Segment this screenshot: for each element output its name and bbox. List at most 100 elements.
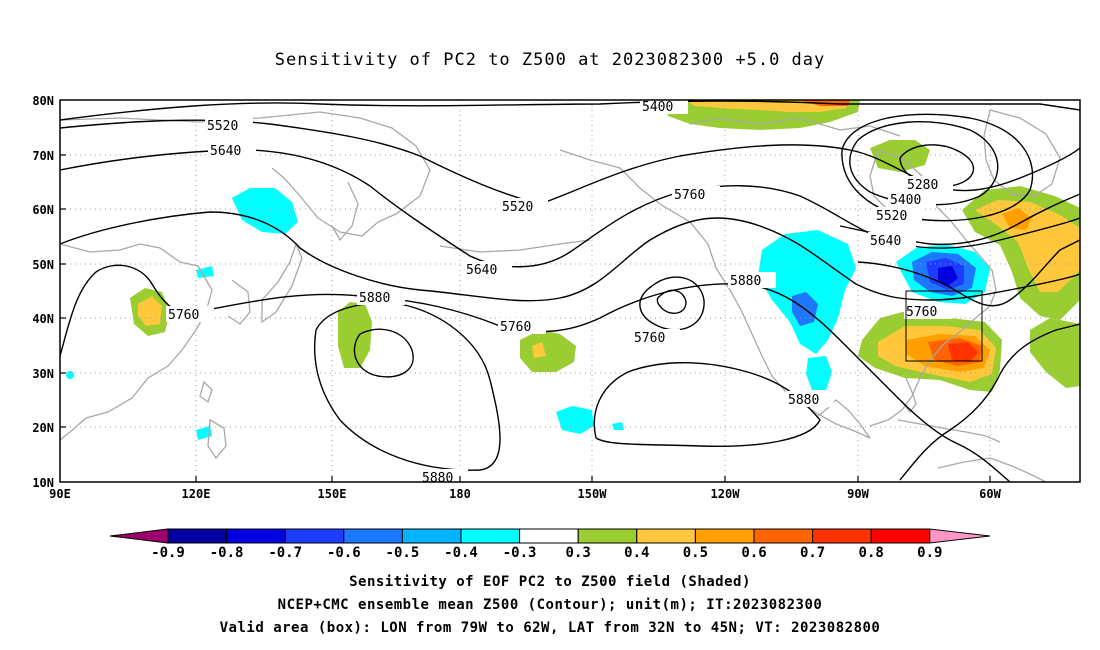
coast-aleutian — [439, 239, 591, 253]
lat-label: 60N — [32, 203, 54, 217]
shade-dot-sw — [66, 371, 74, 379]
contour-label-group: 5400 5520 5640 5520 5760 5280 5400 5520 … — [166, 98, 953, 486]
coast-caribbean — [897, 419, 1001, 443]
lon-label: 120W — [711, 487, 741, 501]
contour-5640-atl — [857, 239, 1080, 307]
lat-label: 50N — [32, 258, 54, 272]
contour-5520-w — [60, 119, 1080, 205]
shade-np2-y — [532, 342, 546, 358]
colorbar-segment — [167, 528, 228, 544]
contour-5640-w — [60, 149, 1080, 268]
lon-label: 90E — [49, 487, 71, 501]
lat-axis: 80N 70N 60N 50N 40N 30N 20N 10N — [32, 94, 54, 490]
colorbar-label: 0.9 — [917, 545, 942, 561]
lat-label: 80N — [32, 94, 54, 108]
lon-label: 180 — [449, 487, 471, 501]
colorbar-segment — [401, 528, 462, 544]
colorbar-segment — [519, 528, 579, 544]
coast-philippines — [207, 418, 227, 460]
contour-label: 5640 — [870, 234, 901, 249]
lon-label: 120E — [182, 487, 211, 501]
shade-atl-red — [948, 342, 978, 362]
colorbar-segment — [226, 528, 286, 544]
contour-label: 5880 — [788, 393, 819, 408]
contour-label: 5760 — [500, 320, 531, 335]
shading-layer — [66, 100, 1080, 440]
shade-na-cyan2 — [806, 356, 832, 390]
shade-natl-orange — [1002, 208, 1032, 230]
contour-label: 5760 — [168, 308, 199, 323]
colorbar-label: -0.9 — [151, 545, 185, 561]
plot-frame — [59, 99, 1081, 483]
contour-5880-w — [60, 264, 1011, 482]
colorbar-label: -0.5 — [386, 545, 420, 561]
contour-label: 5400 — [642, 100, 673, 115]
colorbar-max-arrow — [929, 528, 991, 544]
contour-label: 5640 — [466, 263, 497, 278]
contour-5760-cut — [639, 276, 705, 331]
coast-samerica — [937, 457, 1047, 482]
colorbar-min-arrow — [109, 528, 169, 544]
shade-gl-blue3 — [938, 266, 958, 286]
colorbar-label: 0.6 — [741, 545, 766, 561]
colorbar-label: 0.7 — [800, 545, 825, 561]
coast-taiwan — [199, 380, 213, 404]
lon-label: 150W — [578, 487, 608, 501]
colorbar-segment — [460, 528, 521, 544]
coast-alaska — [559, 149, 717, 269]
contour-label: 5520 — [502, 200, 533, 215]
valid-area-box — [905, 290, 983, 362]
coast-florida — [901, 377, 917, 414]
colorbar-label: 0.4 — [624, 545, 649, 561]
shade-eastasia — [232, 188, 298, 234]
contour-label: 5400 — [890, 193, 921, 208]
coast-labrador — [929, 199, 997, 317]
lon-label: 60W — [979, 487, 1001, 501]
coast-korea — [227, 279, 251, 325]
coast-gulf — [817, 399, 871, 439]
colorbar-segment — [343, 528, 403, 544]
lat-label: 70N — [32, 149, 54, 163]
lon-axis: 90E 120E 150E 180 150W 120W 90W 60W — [49, 487, 1001, 501]
contour-label: 5880 — [730, 274, 761, 289]
shade-pac-cyan2 — [612, 422, 624, 430]
colorbar-label: 0.3 — [566, 545, 591, 561]
lon-label: 150E — [318, 487, 347, 501]
colorbar-label: 0.5 — [683, 545, 708, 561]
colorbar-label: -0.6 — [327, 545, 361, 561]
coast-kamchatka — [331, 181, 359, 242]
colorbar-segment — [753, 528, 814, 544]
colorbar-segment — [694, 528, 755, 544]
contour-5400-low — [849, 121, 999, 206]
contour-label: 5880 — [359, 291, 390, 306]
caption-contour: NCEP+CMC ensemble mean Z500 (Contour); u… — [277, 597, 823, 613]
axis-ticks — [60, 154, 991, 482]
lat-label: 30N — [32, 367, 54, 381]
colorbar-segment — [577, 528, 638, 544]
lat-label: 20N — [32, 421, 54, 435]
colorbar-label: -0.3 — [503, 545, 537, 561]
lat-label: 40N — [32, 312, 54, 326]
colorbar: -0.9 -0.8 -0.7 -0.6 -0.5 -0.4 -0.3 0.3 0.4 0.5 0.6… — [109, 528, 991, 561]
shade-np1 — [338, 302, 372, 368]
map-title: Sensitivity of PC2 to Z500 at 2023082300… — [274, 50, 826, 70]
contour-5880-east — [899, 323, 1080, 481]
shade-np2 — [520, 330, 576, 372]
lat-label: 10N — [32, 476, 54, 490]
colorbar-label: -0.4 — [444, 545, 478, 561]
coast-japan — [261, 242, 303, 324]
lon-label: 90W — [847, 487, 869, 501]
contour-label: 5520 — [876, 209, 907, 224]
shade-ph — [196, 426, 212, 440]
colorbar-segment — [284, 528, 345, 544]
coast-us-east — [869, 315, 979, 427]
colorbar-label: -0.7 — [268, 545, 302, 561]
colorbar-segment — [812, 528, 872, 544]
contour-label: 5640 — [210, 144, 241, 159]
shade-natl-yellow — [975, 200, 1080, 292]
shade-na-cyan — [758, 230, 856, 354]
coast-greenland — [983, 109, 1061, 197]
contour-5760-cut-in — [656, 289, 687, 314]
colorbar-segment — [636, 528, 696, 544]
